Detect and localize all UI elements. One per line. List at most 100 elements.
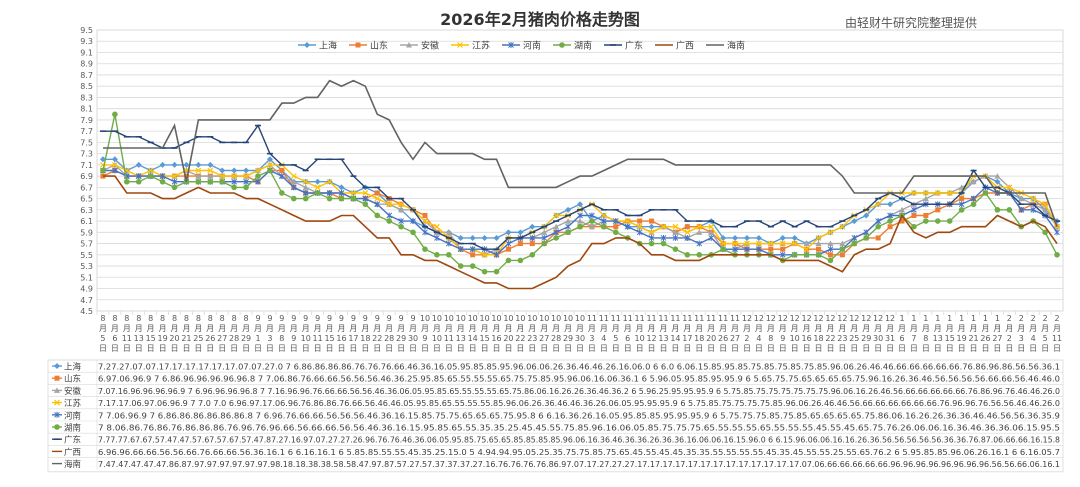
data-point	[255, 178, 261, 185]
data-point	[779, 251, 786, 258]
table-row-label: 江苏	[64, 398, 82, 409]
data-point	[1030, 206, 1037, 213]
y-tick-label: 9.5	[80, 26, 93, 35]
data-point	[314, 178, 321, 185]
y-tick-label: 5.1	[80, 273, 93, 282]
data-point	[911, 212, 917, 218]
y-tick-label: 7.5	[80, 138, 93, 147]
data-point	[100, 167, 106, 174]
data-point	[529, 234, 536, 241]
table-row-label: 山东	[64, 374, 81, 385]
x-tick-label: 8 月 27 日	[217, 314, 227, 353]
data-point	[887, 218, 893, 224]
x-tick-label: 9 月 15 日	[324, 314, 334, 353]
data-point	[624, 218, 631, 225]
data-point	[732, 240, 738, 247]
x-tick-label: 8 月 21 日	[181, 314, 191, 353]
data-point	[720, 240, 727, 247]
data-point	[112, 167, 118, 174]
data-point	[398, 218, 404, 225]
data-point	[398, 206, 405, 213]
x-tick-label: 12 月 10 日	[790, 314, 800, 353]
data-point	[672, 229, 679, 235]
data-point	[195, 178, 202, 185]
x-tick-label: 10 月 11 日	[444, 314, 454, 353]
x-tick-label: 1 月 15 日	[945, 314, 955, 353]
data-point	[1030, 195, 1037, 202]
data-point	[935, 207, 941, 213]
y-tick-label: 8.7	[80, 71, 93, 80]
legend-label: 广西	[676, 40, 694, 52]
data-point	[660, 234, 667, 241]
data-point	[553, 229, 560, 236]
data-point	[374, 201, 381, 208]
data-point	[946, 218, 953, 224]
data-point	[541, 229, 548, 235]
data-point	[958, 207, 965, 213]
data-point	[326, 189, 333, 196]
data-point	[1054, 252, 1060, 258]
data-point	[481, 268, 488, 275]
data-point	[696, 223, 703, 230]
data-point	[338, 195, 345, 202]
x-tick-label: 12 月 4 日	[754, 314, 764, 353]
series-line-8	[103, 175, 1058, 290]
data-point	[815, 235, 822, 241]
table-row-label: 安徽	[64, 386, 82, 397]
data-point	[195, 161, 202, 168]
data-point	[589, 212, 595, 219]
y-tick-label: 4.7	[80, 296, 93, 305]
data-point	[612, 218, 619, 225]
table-legend-marker	[54, 399, 60, 406]
data-point	[696, 229, 703, 235]
data-point	[553, 235, 559, 241]
data-point	[410, 218, 416, 225]
x-tick-label: 9 月 17 日	[348, 314, 358, 353]
data-point	[994, 173, 1001, 179]
x-tick-label: 12 月 25 日	[849, 314, 859, 353]
data-point	[649, 218, 655, 224]
data-point	[255, 167, 261, 174]
data-point	[338, 184, 345, 191]
x-tick-label: 11 月 14 日	[670, 314, 680, 353]
data-point	[923, 218, 929, 224]
x-tick-label: 11 月 5 日	[611, 314, 621, 353]
data-point	[827, 257, 834, 264]
data-point	[684, 224, 690, 230]
chart-title: 2026年2月猪肉价格走势图	[440, 10, 640, 29]
y-tick-label: 4.5	[80, 307, 93, 316]
data-point	[827, 246, 834, 253]
data-point	[827, 252, 833, 258]
x-tick-label: 10 月 23 日	[527, 314, 537, 353]
legend-marker	[406, 42, 412, 48]
y-tick-label: 6.1	[80, 217, 93, 226]
data-point	[684, 229, 691, 236]
data-point	[672, 234, 679, 241]
data-point	[839, 246, 846, 252]
data-point	[923, 212, 929, 218]
data-point	[111, 156, 118, 163]
data-point	[744, 246, 750, 253]
data-point	[589, 218, 595, 224]
data-point	[600, 218, 607, 225]
data-point	[732, 246, 738, 253]
data-point	[565, 218, 572, 224]
data-point	[314, 184, 321, 191]
x-tick-label: 10 月 29 日	[563, 314, 573, 353]
x-tick-label: 9 月 29 日	[396, 314, 406, 353]
x-tick-label: 9 月 18 日	[360, 314, 370, 353]
data-point	[469, 263, 476, 269]
data-point	[445, 240, 452, 247]
data-point	[696, 240, 703, 247]
data-point	[911, 223, 917, 230]
data-point	[100, 173, 106, 179]
table-row-values: 6.97.06.96.9 7 6.86.96.96.96.96.96.8 7 7…	[98, 374, 1060, 384]
x-tick-label: 9 月 10 日	[301, 314, 311, 353]
data-point	[720, 246, 726, 252]
data-point	[958, 184, 965, 190]
data-point	[1054, 223, 1060, 230]
legend-label: 广东	[625, 40, 643, 52]
